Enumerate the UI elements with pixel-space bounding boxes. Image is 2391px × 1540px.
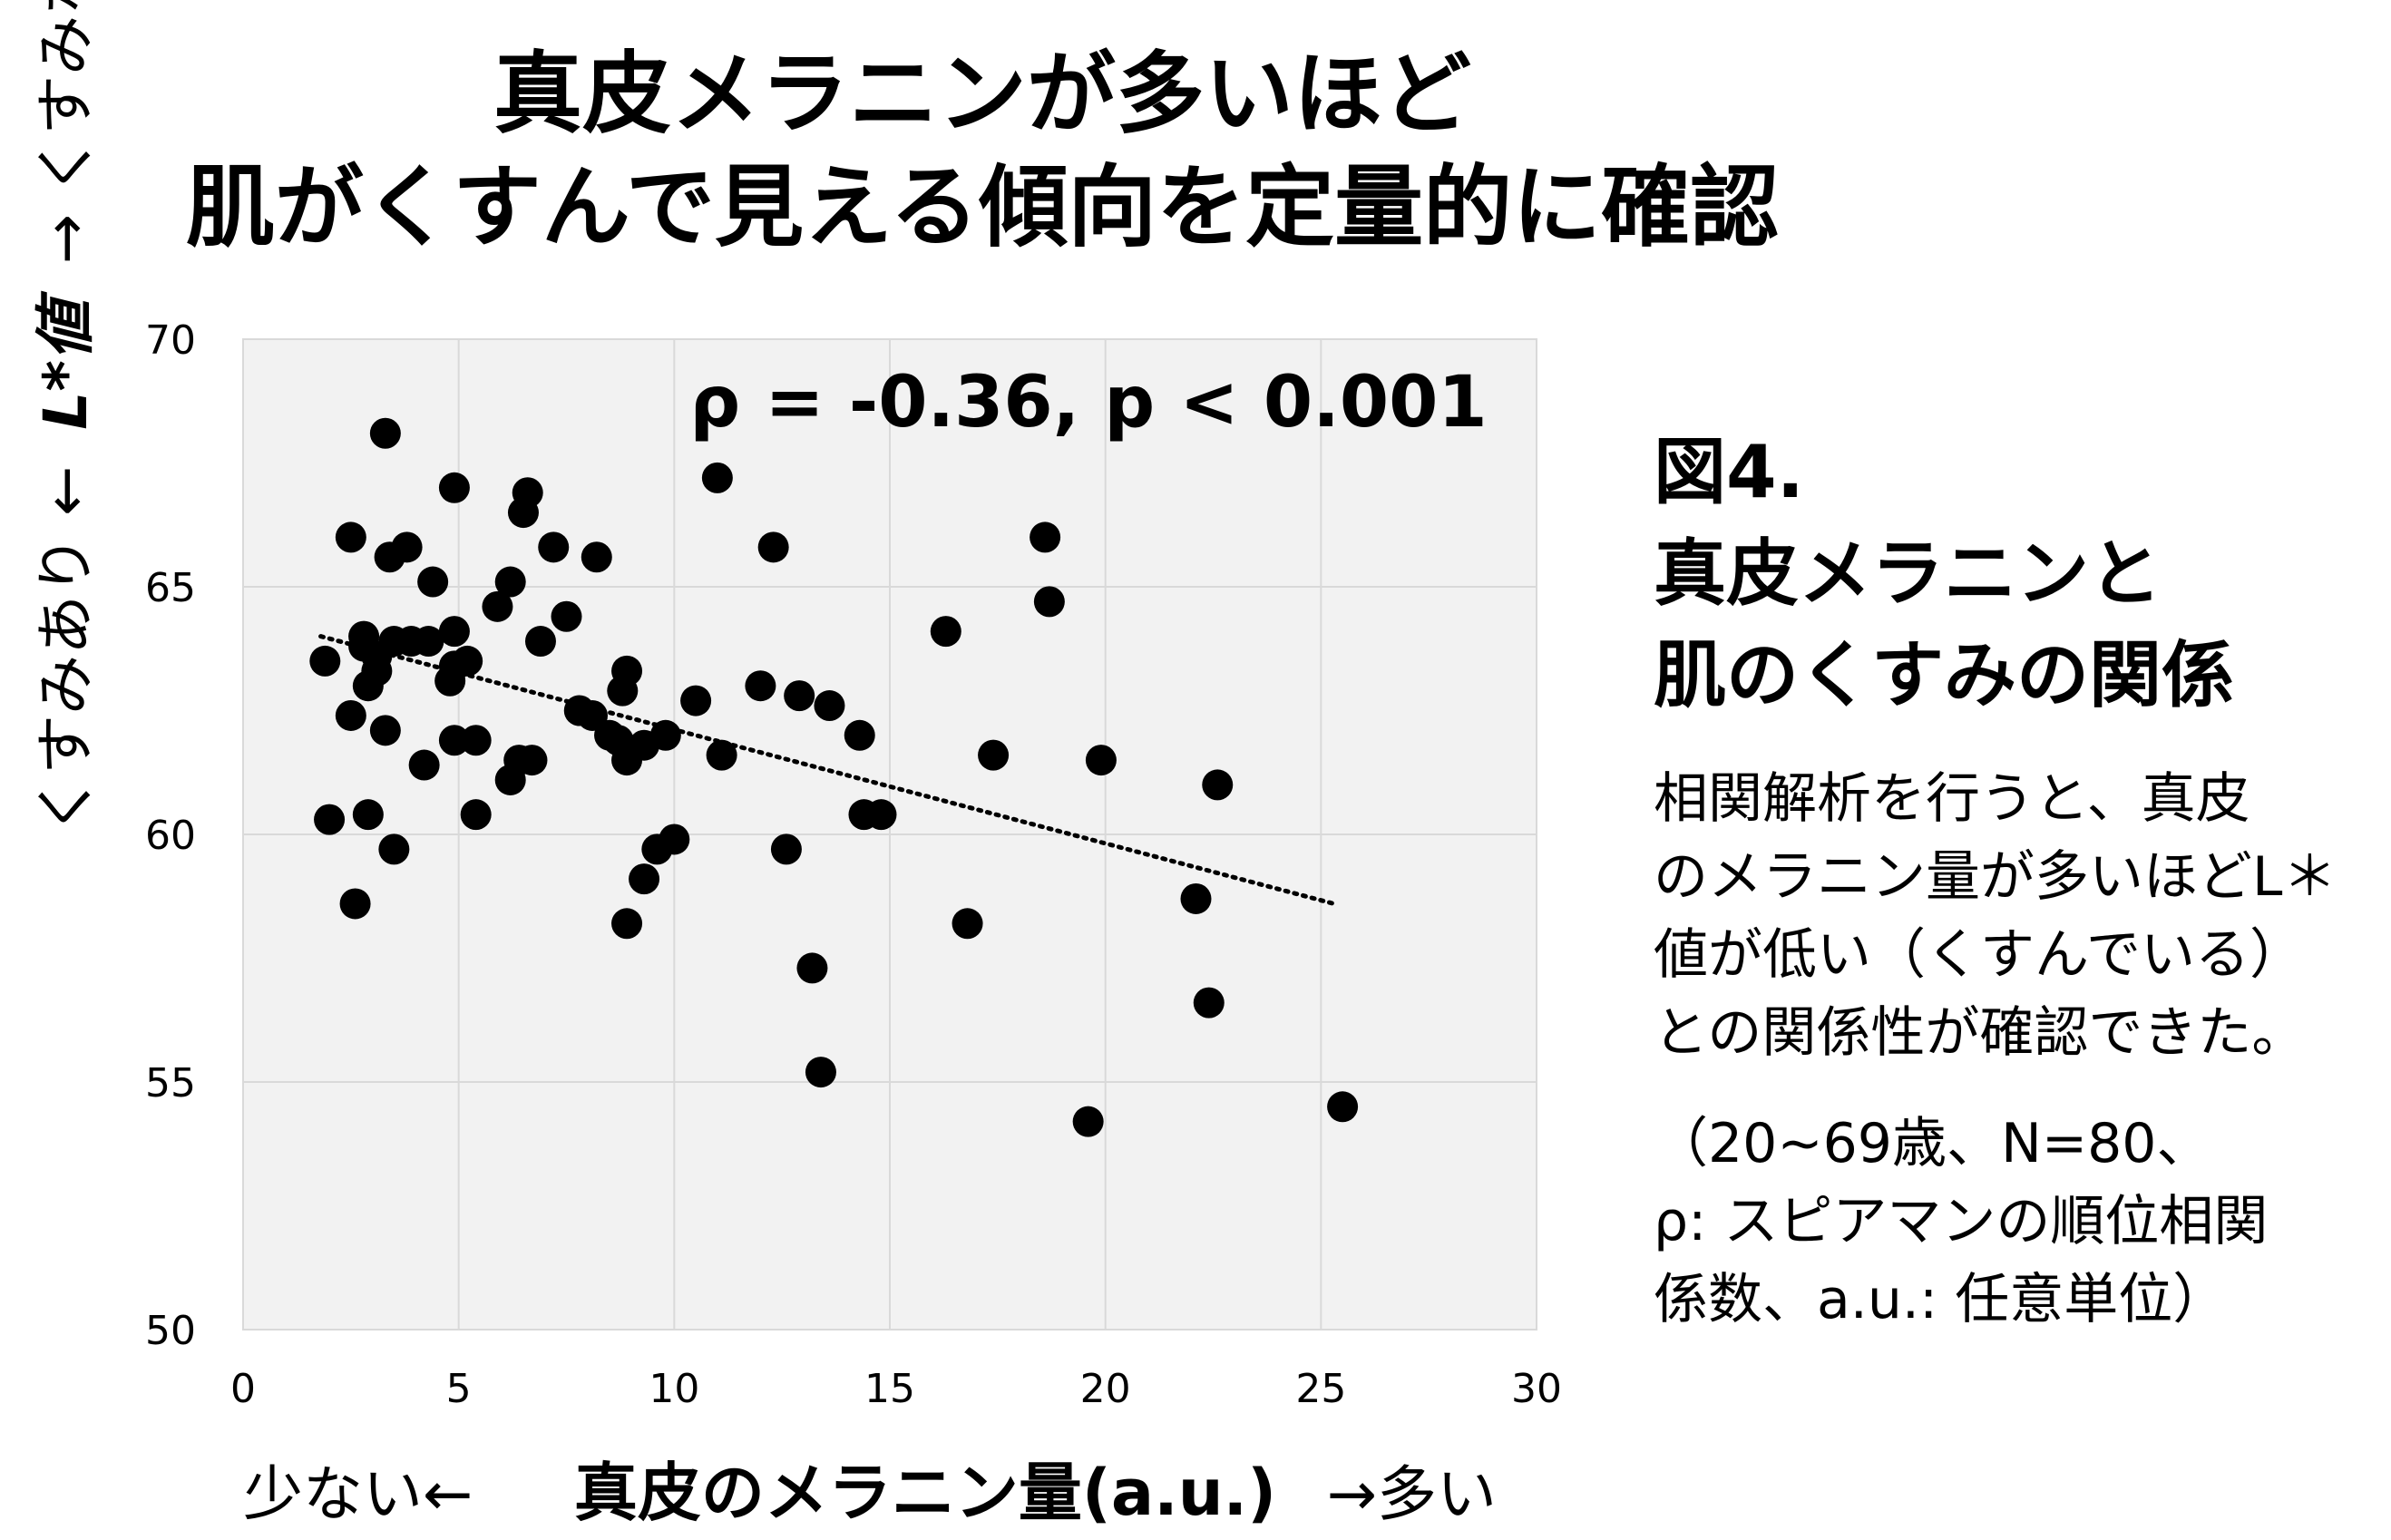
data-point [417,566,449,598]
data-point [770,833,802,865]
correlation-annotation: ρ = -0.36, p < 0.001 [689,362,1487,443]
data-point [352,799,384,831]
data-point [757,531,789,563]
data-point [438,725,470,756]
x-tick-label: 20 [1080,1366,1131,1412]
data-point [369,715,401,746]
data-point [611,908,643,940]
data-point [649,719,681,751]
y-axis-ticks: 50 55 60 65 70 [145,317,196,1354]
data-point [814,690,845,722]
y-axis-label-bottom: くすみあり ←L*値→ くすみなし [31,0,101,834]
y-tick-label: 50 [145,1308,196,1354]
y-axis-label: L*値 [31,290,101,430]
figure-description-line-2: のメラニン量が多いほどL＊ [1654,845,2337,909]
y-tick-label: 70 [145,317,196,364]
data-point [680,685,712,716]
x-axis-label-right: →多い [1327,1459,1497,1529]
data-point [339,888,371,920]
x-tick-label: 15 [864,1366,915,1412]
data-point [482,590,513,622]
data-point [1033,586,1065,618]
x-axis-label-left: 少ない← [243,1459,473,1529]
figure-title-3: 肌のくすみの関係 [1654,633,2234,717]
data-point [1030,521,1061,553]
data-point [460,799,492,831]
figure-note-line-1: （20~69歳、N=80、 [1654,1112,2211,1175]
y-tick-label: 60 [145,813,196,859]
data-point [1202,769,1234,801]
chart-title-line-2: 肌がくすんで見える傾向を定量的に確認 [185,156,1780,259]
data-point [369,417,401,449]
data-point [844,719,875,751]
data-point [796,952,828,984]
data-point [494,566,526,598]
y-tick-label: 65 [145,565,196,611]
data-point [538,531,570,563]
data-point [335,699,366,731]
data-point [629,863,660,895]
x-axis-ticks: 0 5 10 15 20 25 30 [230,1366,1562,1412]
data-point [413,626,444,658]
data-point [745,670,776,702]
data-point [1327,1091,1359,1123]
trendline-segment [318,634,1337,906]
data-point [706,739,737,771]
figure-title-1: 図4. [1654,430,1805,514]
x-axis-label: 真皮のメラニン量(a.u.) [574,1456,1276,1530]
scatter-points [309,417,1359,1137]
x-tick-label: 5 [446,1366,472,1412]
data-point [930,616,961,648]
data-point [524,626,556,658]
data-point [314,804,346,835]
data-point [581,541,612,573]
data-point [805,1057,836,1088]
data-point [512,477,543,509]
data-point [391,531,423,563]
x-tick-label: 0 [230,1366,256,1412]
data-point [611,655,643,687]
gridlines [243,339,1537,1330]
figure-title-2: 真皮メラニンと [1654,531,2162,616]
data-point [1180,882,1212,914]
data-point [460,725,492,756]
data-point [659,824,690,855]
data-point [438,616,470,648]
data-point [865,799,897,831]
data-point [784,680,815,712]
data-point [408,749,440,781]
figure-description-line-3: 値が低い（くすんでいる） [1654,923,2304,987]
data-point [378,833,410,865]
data-point [452,645,483,677]
data-point [551,600,582,632]
x-tick-label: 25 [1295,1366,1346,1412]
figure-note-line-2: ρ: スピアマンの順位相関 [1654,1190,2269,1253]
y-axis-label-group: くすみあり ←L*値→ くすみなし [31,0,101,834]
figure-note-line-3: 係数、a.u.: 任意単位） [1654,1268,2228,1331]
data-point [952,908,983,940]
chart-title-line-1: 真皮メラニンが多いほど [493,43,1471,146]
data-point [701,462,733,493]
figure-description-line-1: 相関解析を行うと、真皮 [1654,767,2250,831]
data-point [438,472,470,503]
data-point [1193,987,1225,1019]
data-point [309,645,341,677]
data-point [978,739,1010,771]
data-point [335,521,366,553]
data-point [516,745,548,776]
data-point [1085,745,1117,776]
data-point [1072,1106,1104,1137]
figure-description-line-4: との関係性が確認できた。 [1654,1001,2307,1065]
trendline [318,634,1337,906]
x-tick-label: 10 [649,1366,699,1412]
y-tick-label: 55 [145,1060,196,1106]
x-tick-label: 30 [1511,1366,1562,1412]
